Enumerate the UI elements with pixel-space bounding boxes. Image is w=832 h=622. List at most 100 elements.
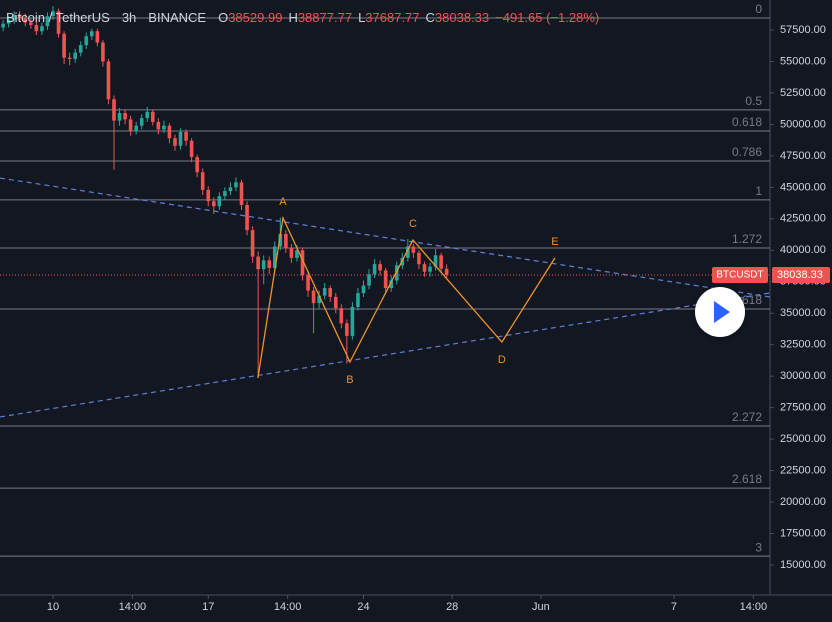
- price-tag-bg: [772, 266, 830, 283]
- candle-body: [1, 23, 5, 28]
- y-tick-label: 20000.00: [780, 496, 826, 508]
- candle-body: [189, 140, 194, 158]
- ohlc-value: 38877.77: [297, 10, 353, 25]
- candle-body: [40, 26, 44, 32]
- y-tick-label: 47500.00: [780, 150, 826, 162]
- fib-level-label: 1.272: [732, 232, 762, 246]
- candle-body: [117, 113, 122, 121]
- candle-body: [162, 125, 166, 130]
- y-tick-label: 32500.00: [780, 339, 826, 351]
- candle-body: [73, 52, 77, 59]
- y-tick-label: 22500.00: [780, 464, 826, 476]
- candle-body: [167, 125, 172, 139]
- candle-body: [256, 256, 260, 270]
- candle-body: [78, 45, 83, 53]
- x-tick-label: 7: [671, 601, 677, 613]
- fib-level-label: 3: [755, 540, 762, 554]
- candle-body: [361, 285, 366, 294]
- y-tick-label: 42500.00: [780, 213, 826, 225]
- ohlc-label: O: [218, 10, 229, 25]
- candle-body: [422, 264, 427, 272]
- candle-body: [322, 288, 327, 296]
- candle-body: [184, 131, 188, 141]
- y-tick-label: 25000.00: [780, 433, 826, 445]
- candle-body: [345, 323, 349, 336]
- x-tick-label: Jun: [532, 601, 550, 613]
- ohlc-label: L: [358, 10, 366, 25]
- candle-body: [211, 201, 216, 207]
- x-tick-label: 14:00: [740, 601, 768, 613]
- candle-body: [311, 290, 316, 304]
- candle-body: [417, 252, 421, 265]
- y-tick-label: 52500.00: [780, 87, 826, 99]
- candle-body: [389, 280, 394, 289]
- x-tick-label: 14:00: [119, 601, 147, 613]
- ohlc-value: 38038.33: [434, 10, 490, 25]
- candle-body: [151, 111, 155, 122]
- x-tick-label: 17: [202, 601, 214, 613]
- ohlc-value: 38529.99: [228, 10, 283, 25]
- candle-body: [228, 187, 233, 192]
- candle-body: [195, 157, 199, 173]
- candle-body: [411, 246, 416, 253]
- wave-label: B: [346, 374, 353, 386]
- candle-body: [17, 14, 22, 18]
- candle-body: [267, 260, 272, 268]
- y-tick-label: 27500.00: [780, 402, 826, 414]
- candle-body: [239, 182, 244, 205]
- ohlc-value: 37687.77: [365, 10, 420, 25]
- candle-body: [101, 42, 105, 62]
- candle-body: [350, 306, 355, 336]
- candle-body: [278, 233, 283, 247]
- ohlc-label: C: [425, 10, 435, 25]
- y-tick-label: 30000.00: [780, 370, 826, 382]
- y-tick-label: 50000.00: [780, 118, 826, 130]
- candle-body: [29, 22, 33, 25]
- x-tick-label: 24: [357, 601, 369, 613]
- candle-body: [372, 264, 377, 275]
- y-tick-label: 15000.00: [780, 559, 826, 571]
- candle-body: [173, 138, 177, 146]
- play-triangle: [714, 301, 730, 323]
- wave-label: A: [279, 196, 287, 208]
- play-button[interactable]: [695, 287, 745, 337]
- plot-area: 00.50.6180.78611.2721.6182.2722.6183ABCD…: [0, 2, 770, 557]
- trendline: [0, 177, 770, 298]
- candle-body: [317, 295, 321, 304]
- y-tick-label: 40000.00: [780, 244, 826, 256]
- legend-header: Bitcoin / TetherUS 3h BINANCE O 38529.99 H 388…: [6, 10, 605, 26]
- candle-body: [428, 266, 432, 272]
- candle-body: [333, 296, 338, 309]
- candle-body: [383, 270, 388, 289]
- x-tick-label: 14:00: [274, 601, 302, 613]
- candle-body: [62, 33, 66, 58]
- candle-body: [367, 274, 371, 286]
- candle-body: [95, 31, 100, 43]
- candle-body: [112, 99, 116, 121]
- change: −491.65 (−1.28%): [495, 10, 600, 25]
- candle-body: [56, 11, 61, 34]
- candle-body: [206, 189, 211, 202]
- candle-body: [378, 264, 382, 271]
- candle-body: [178, 131, 183, 146]
- wave-label: C: [409, 218, 417, 230]
- ohlc-label: H: [288, 10, 298, 25]
- interval: 3h: [121, 10, 137, 25]
- candle-body: [223, 191, 227, 197]
- wave-label: E: [551, 236, 558, 248]
- candle-body: [250, 230, 255, 257]
- fib-level-label: 0.5: [745, 94, 762, 108]
- candle-body: [328, 288, 333, 297]
- candle-body: [217, 196, 222, 207]
- candle-body: [90, 31, 94, 37]
- candle-body: [439, 255, 443, 269]
- y-tick-label: 55000.00: [780, 55, 826, 67]
- candle-body: [156, 121, 161, 130]
- candle-body: [45, 16, 50, 27]
- candle-body: [200, 172, 205, 190]
- candle-body: [245, 204, 249, 231]
- fib-level-label: 0.618: [732, 115, 762, 129]
- candle-body: [261, 260, 266, 270]
